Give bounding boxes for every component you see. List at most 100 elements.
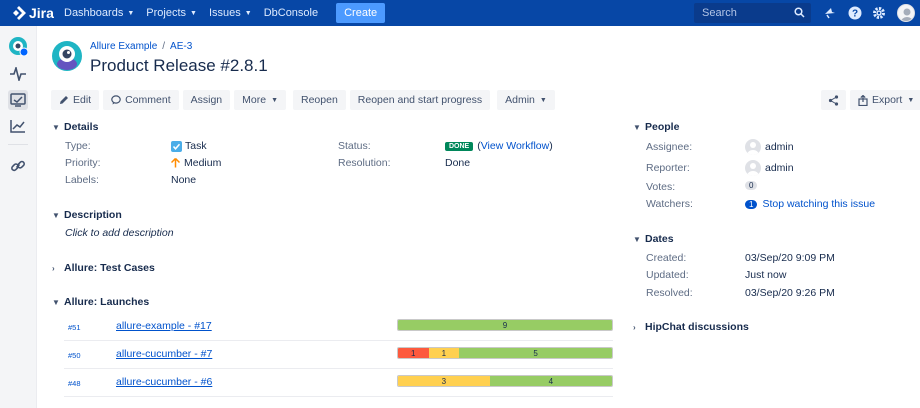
sidebar-reports[interactable] <box>8 90 28 110</box>
launch-id-link[interactable]: #48 <box>68 379 81 388</box>
create-button[interactable]: Create <box>336 3 386 23</box>
launch-name-link[interactable]: allure-cucumber - #7 <box>116 348 213 360</box>
resolved-label: Resolved: <box>646 287 693 299</box>
admin-button[interactable]: Admin ▼ <box>497 90 555 110</box>
export-button[interactable]: Export ▼ <box>850 90 920 110</box>
nav-dbconsole[interactable]: DbConsole <box>258 0 324 26</box>
edit-button-label: Edit <box>73 94 92 106</box>
launch-passed-segment: 5 <box>459 348 612 358</box>
description-placeholder[interactable]: Click to add description <box>65 227 174 239</box>
nav-issues[interactable]: Issues ▼ <box>203 0 258 26</box>
project-avatar[interactable] <box>51 40 83 72</box>
project-avatar-small[interactable] <box>8 36 28 56</box>
hipchat-heading: HipChat discussions <box>645 321 749 333</box>
chevron-down-icon: ▼ <box>633 234 641 244</box>
assignee-avatar-icon <box>745 139 761 155</box>
description-section-toggle[interactable]: ▼ Description <box>52 209 122 221</box>
reopen-button[interactable]: Reopen <box>293 90 346 110</box>
launch-id-link[interactable]: #51 <box>68 323 81 332</box>
reporter-name: admin <box>765 162 794 174</box>
people-section-toggle[interactable]: ▼ People <box>633 121 679 133</box>
dates-section-toggle[interactable]: ▼ Dates <box>633 233 674 245</box>
details-section-toggle[interactable]: ▼ Details <box>52 121 98 133</box>
nav-dbconsole-label: DbConsole <box>263 7 319 19</box>
launch-name-link[interactable]: allure-cucumber - #6 <box>116 376 213 388</box>
votes-count-badge: 0 <box>745 181 758 190</box>
watchers-count-badge: 1 <box>745 199 758 209</box>
nav-projects[interactable]: Projects ▼ <box>140 0 203 26</box>
project-sidebar <box>0 26 37 408</box>
labels-value[interactable]: None <box>171 174 197 186</box>
test-cases-section-toggle[interactable]: › Allure: Test Cases <box>52 262 155 274</box>
votes-value[interactable]: 0 <box>745 181 758 190</box>
export-button-label: Export <box>872 94 903 106</box>
sidebar-charts[interactable] <box>8 116 28 136</box>
chevron-down-icon: ▼ <box>907 96 915 104</box>
watchers-label: Watchers: <box>646 198 693 210</box>
issue-title[interactable]: Product Release #2.8.1 <box>90 56 268 75</box>
status-label: Status: <box>338 140 371 152</box>
settings-gear-icon[interactable] <box>872 6 886 20</box>
votes-label: Votes: <box>646 181 676 193</box>
dates-heading: Dates <box>645 233 674 245</box>
breadcrumb-issue-link[interactable]: AE-3 <box>170 41 193 52</box>
launch-name-link[interactable]: allure-example - #17 <box>116 320 212 332</box>
launch-id-link[interactable]: #50 <box>68 351 81 360</box>
chevron-down-icon: ▼ <box>52 210 60 220</box>
nav-projects-label: Projects <box>146 7 187 19</box>
launch-failed-segment: 1 <box>398 348 429 358</box>
chevron-down-icon: ▼ <box>190 9 197 17</box>
nav-dashboards[interactable]: Dashboards ▼ <box>58 0 140 26</box>
help-icon[interactable]: ? <box>848 6 862 20</box>
launch-broken-segment: 3 <box>398 376 490 386</box>
reporter-value[interactable]: admin <box>745 160 794 176</box>
board-icon <box>10 93 26 107</box>
assignee-value[interactable]: admin <box>745 139 794 155</box>
more-button[interactable]: More ▼ <box>234 90 286 110</box>
updated-value: Just now <box>745 269 787 281</box>
hipchat-section-toggle[interactable]: › HipChat discussions <box>633 321 749 333</box>
admin-button-label: Admin <box>505 94 535 106</box>
share-icon <box>828 94 839 106</box>
status-badge: DONE <box>445 141 474 151</box>
view-workflow-link[interactable]: View Workflow <box>480 140 550 152</box>
jira-logo[interactable]: Jira <box>12 5 58 21</box>
priority-medium-arrow-icon <box>171 158 180 168</box>
priority-value-text: Medium <box>184 157 222 169</box>
notifications-icon[interactable] <box>823 6 837 20</box>
jira-logo-icon <box>13 6 26 20</box>
edit-button[interactable]: Edit <box>51 90 100 110</box>
comment-icon <box>111 95 121 105</box>
resolved-value: 03/Sep/20 9:26 PM <box>745 287 835 299</box>
updated-label: Updated: <box>646 269 689 281</box>
created-label: Created: <box>646 252 687 264</box>
nav-dashboards-label: Dashboards <box>64 7 124 19</box>
breadcrumb-project-link[interactable]: Allure Example <box>90 41 158 52</box>
share-button[interactable] <box>821 90 846 110</box>
launch-result-bar: 9 <box>397 319 613 331</box>
sidebar-links[interactable] <box>8 156 28 176</box>
created-value: 03/Sep/20 9:09 PM <box>745 252 835 264</box>
activity-pulse-icon <box>10 67 26 81</box>
labels-label: Labels: <box>65 174 99 186</box>
comment-button[interactable]: Comment <box>103 90 179 110</box>
pencil-icon <box>60 96 68 104</box>
sidebar-activity[interactable] <box>8 64 28 84</box>
search-icon <box>794 7 805 18</box>
breadcrumb-separator: / <box>162 41 166 52</box>
reporter-avatar-icon <box>745 160 761 176</box>
stop-watching-link[interactable]: Stop watching this issue <box>762 198 876 210</box>
resolution-value: Done <box>445 157 471 169</box>
launches-heading: Allure: Launches <box>64 296 150 308</box>
launches-section-toggle[interactable]: ▼ Allure: Launches <box>52 296 149 308</box>
watchers-value: 1 Stop watching this issue <box>745 198 875 210</box>
user-avatar[interactable] <box>897 4 915 22</box>
assign-button[interactable]: Assign <box>182 90 231 110</box>
sidebar-divider <box>8 144 28 145</box>
issue-toolbar: Edit Comment Assign More ▼ Reopen Reopen … <box>51 90 559 110</box>
search-input[interactable]: Search <box>694 3 811 23</box>
more-button-label: More <box>242 94 267 106</box>
description-heading: Description <box>64 209 122 221</box>
reopen-start-progress-button[interactable]: Reopen and start progress <box>349 90 491 110</box>
